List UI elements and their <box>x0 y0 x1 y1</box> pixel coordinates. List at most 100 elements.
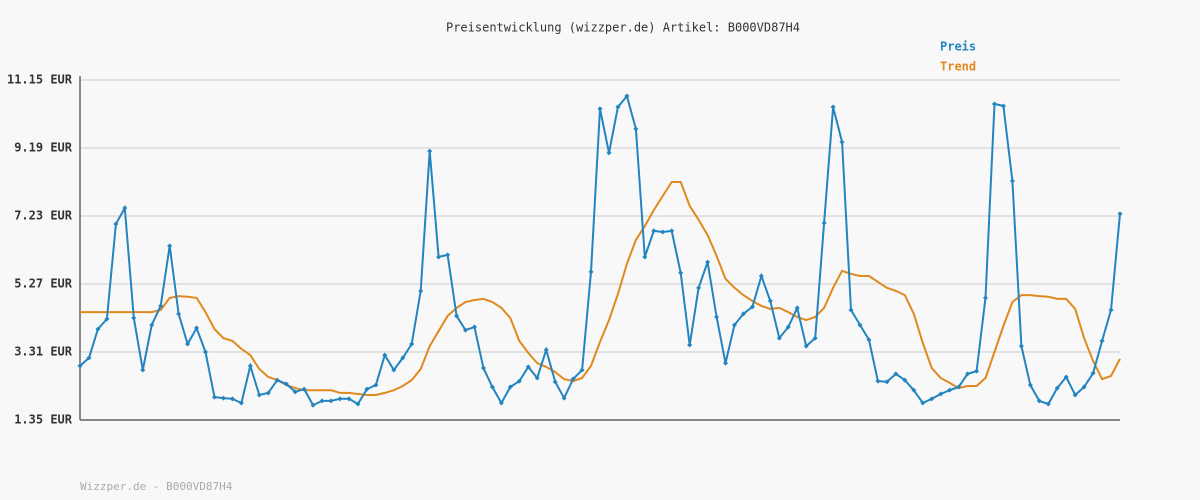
footer: Wizzper.de - B000VD87H4 <box>80 480 233 493</box>
data-point <box>1036 398 1042 404</box>
data-point <box>857 322 863 328</box>
data-point <box>122 205 128 211</box>
data-point <box>507 384 513 390</box>
data-point <box>839 139 845 145</box>
data-point <box>382 352 388 358</box>
data-point <box>176 311 182 317</box>
data-point <box>696 285 702 291</box>
data-point <box>140 367 146 373</box>
data-point <box>1081 384 1087 390</box>
data-point <box>1117 211 1123 217</box>
data-point <box>516 378 522 384</box>
data-point <box>812 335 818 341</box>
data-point <box>705 259 711 265</box>
data-point <box>543 347 549 353</box>
data-point <box>875 378 881 384</box>
data-point <box>534 375 540 381</box>
data-point <box>427 148 433 154</box>
data-point <box>983 295 989 301</box>
data-point <box>310 402 316 408</box>
data-point <box>203 349 209 355</box>
data-point <box>391 367 397 373</box>
y-tick-label: 7.23 EUR <box>14 209 73 223</box>
y-tick-label: 11.15 EUR <box>7 73 73 87</box>
data-point <box>77 363 83 369</box>
data-point <box>1027 382 1033 388</box>
data-point <box>346 396 352 402</box>
data-point <box>113 221 119 227</box>
data-point <box>328 398 334 404</box>
data-point <box>911 387 917 393</box>
data-point <box>991 101 997 107</box>
data-point <box>947 387 953 393</box>
chart-title: Preisentwicklung (wizzper.de) Artikel: B… <box>446 21 800 35</box>
data-point <box>238 400 244 406</box>
data-point <box>615 104 621 110</box>
data-point <box>678 270 684 276</box>
data-point <box>740 311 746 317</box>
data-point <box>588 269 594 275</box>
data-point <box>830 104 836 110</box>
data-point <box>920 400 926 406</box>
data-point <box>185 341 191 347</box>
data-point <box>965 371 971 377</box>
data-point <box>1099 338 1105 344</box>
data-point <box>463 327 469 333</box>
data-point <box>409 341 415 347</box>
data-point <box>597 106 603 112</box>
data-point <box>1063 374 1069 380</box>
data-point <box>893 371 899 377</box>
data-point <box>570 376 576 382</box>
data-point <box>902 377 908 383</box>
data-point <box>364 386 370 392</box>
data-point <box>265 390 271 396</box>
data-point <box>731 322 737 328</box>
data-point <box>633 126 639 132</box>
data-point <box>480 365 486 371</box>
data-point <box>373 382 379 388</box>
legend-label: Trend <box>940 60 976 74</box>
data-point <box>776 335 782 341</box>
data-point <box>714 314 720 320</box>
data-point <box>749 304 755 310</box>
data-point <box>758 273 764 279</box>
data-point <box>256 392 262 398</box>
data-point <box>489 384 495 390</box>
data-point <box>848 307 854 313</box>
data-point <box>651 228 657 234</box>
data-point <box>642 254 648 260</box>
data-point <box>167 243 173 249</box>
data-point <box>131 315 137 321</box>
data-point <box>794 305 800 311</box>
data-point <box>561 395 567 401</box>
data-point <box>866 337 872 343</box>
data-point <box>660 229 666 235</box>
data-point <box>1000 103 1006 109</box>
data-point <box>687 342 693 348</box>
data-point <box>319 398 325 404</box>
y-tick-label: 9.19 EUR <box>14 141 73 155</box>
y-tick-label: 5.27 EUR <box>14 277 73 291</box>
data-point <box>803 343 809 349</box>
data-point <box>498 400 504 406</box>
data-point <box>884 379 890 385</box>
data-point <box>471 324 477 330</box>
data-point <box>418 288 424 294</box>
data-point <box>956 384 962 390</box>
data-point <box>274 377 280 383</box>
data-point <box>292 389 298 395</box>
data-point <box>436 254 442 260</box>
data-point <box>1090 370 1096 376</box>
data-point <box>669 228 675 234</box>
data-point <box>86 355 92 361</box>
data-point <box>1045 401 1051 407</box>
data-point <box>211 394 217 400</box>
data-point <box>149 322 155 328</box>
data-point <box>552 379 558 385</box>
data-point <box>301 386 307 392</box>
data-point <box>1054 385 1060 391</box>
data-point <box>938 391 944 397</box>
data-point <box>355 401 361 407</box>
data-point <box>929 396 935 402</box>
